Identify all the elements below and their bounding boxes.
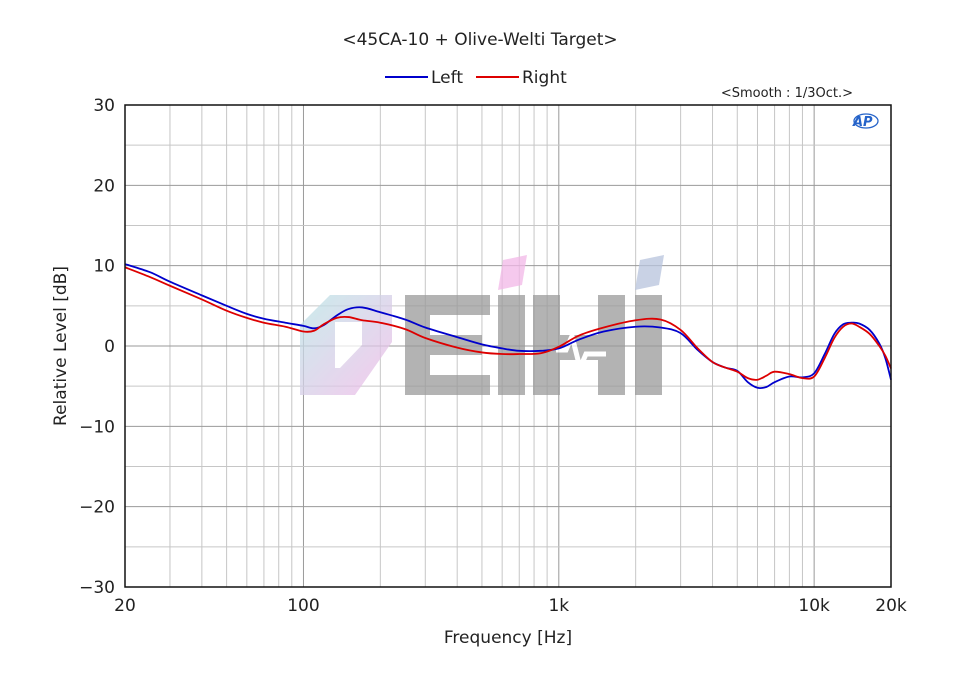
watermark-i-shape-1 <box>498 295 525 395</box>
watermark-d-hole <box>335 322 362 368</box>
smoothing-note: <Smooth : 1/3Oct.> <box>721 86 853 101</box>
x-tick-label: 20 <box>114 596 136 616</box>
watermark-dot-1 <box>498 255 527 290</box>
x-tick-label: 20k <box>875 596 907 616</box>
x-axis-label: Frequency [Hz] <box>444 628 572 648</box>
series-line-left <box>124 263 892 390</box>
x-tick-label: 1k <box>548 596 569 616</box>
watermark-dot-2 <box>635 255 664 290</box>
series-line-right <box>124 266 892 381</box>
legend-label-left: Left <box>431 68 463 88</box>
ap-logo-icon: AP <box>852 113 879 130</box>
watermark-i-shape-2 <box>635 295 662 395</box>
y-tick-label: −30 <box>79 578 115 598</box>
y-tick-label: −20 <box>79 498 115 518</box>
chart-title: <45CA-10 + Olive-Welti Target> <box>342 30 617 50</box>
watermark-pulse-icon <box>556 328 606 376</box>
watermark <box>300 255 664 395</box>
y-tick-label: 20 <box>93 176 115 196</box>
x-axis-ticks: 20 100 1k 10k 20k <box>114 596 907 616</box>
legend: Left Right <box>385 68 567 88</box>
y-tick-label: 10 <box>93 257 115 277</box>
curves <box>124 263 892 390</box>
y-tick-label: 30 <box>93 96 115 116</box>
watermark-h-shape <box>533 295 625 395</box>
y-axis-label: Relative Level [dB] <box>51 266 71 426</box>
plot-frame <box>124 104 892 588</box>
x-tick-label: 10k <box>798 596 830 616</box>
legend-label-right: Right <box>522 68 567 88</box>
ap-logo-text: AP <box>852 115 873 130</box>
y-tick-label: −10 <box>79 417 115 437</box>
y-tick-label: 0 <box>104 337 115 357</box>
x-tick-label: 100 <box>287 596 319 616</box>
y-axis-ticks: 30 20 10 0 −10 −20 −30 <box>79 96 115 598</box>
